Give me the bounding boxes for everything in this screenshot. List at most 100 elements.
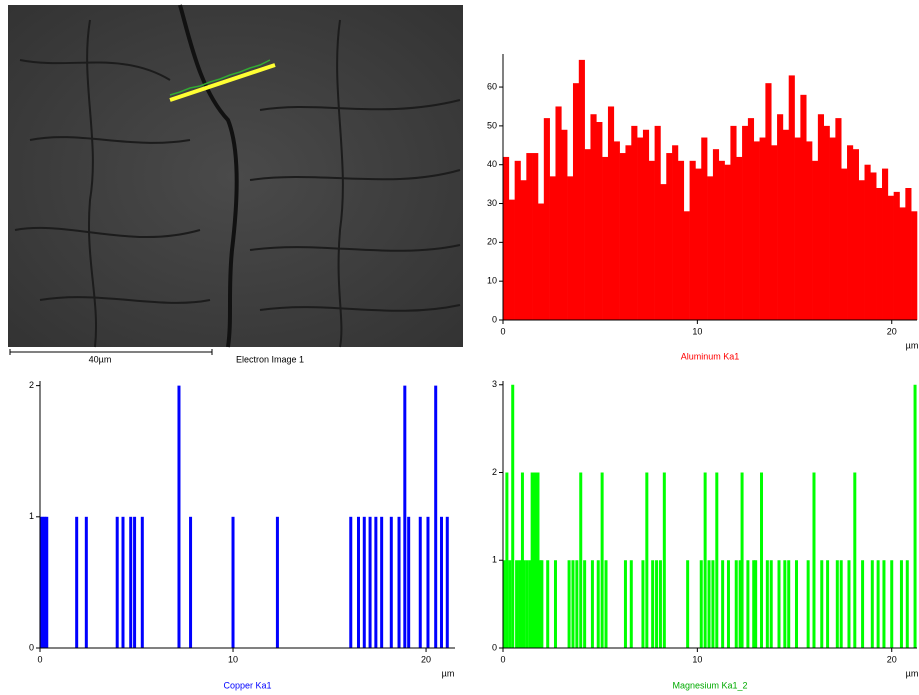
bar xyxy=(651,560,655,648)
x-tick-label: 10 xyxy=(228,654,238,664)
bar xyxy=(683,211,690,320)
bar xyxy=(502,560,506,648)
bar xyxy=(418,516,422,648)
bar xyxy=(642,129,650,320)
bar xyxy=(853,472,857,648)
bar xyxy=(760,472,764,648)
electron-image: 40µm Electron Image 1 xyxy=(8,4,463,364)
bar xyxy=(600,472,604,648)
bar xyxy=(508,199,515,320)
bar xyxy=(812,472,816,648)
bar xyxy=(782,129,790,320)
bar xyxy=(511,384,515,648)
bar xyxy=(876,188,883,320)
scale-label: 40µm xyxy=(89,354,112,364)
x-tick-label: 20 xyxy=(887,654,897,664)
bar xyxy=(777,560,781,648)
y-tick-label: 40 xyxy=(487,159,497,169)
bar xyxy=(528,560,532,648)
bar xyxy=(505,472,509,648)
bar xyxy=(503,156,510,320)
bar xyxy=(121,516,125,648)
bar xyxy=(596,122,603,320)
bar xyxy=(753,141,760,320)
bar xyxy=(695,168,702,320)
bar xyxy=(84,516,88,648)
y-tick-label: 10 xyxy=(487,276,497,286)
bar xyxy=(655,560,659,648)
bar xyxy=(905,560,909,648)
bar xyxy=(658,560,662,648)
bar xyxy=(771,145,778,320)
bar xyxy=(724,164,731,320)
bar xyxy=(718,160,725,320)
bar xyxy=(538,560,542,648)
y-tick-label: 0 xyxy=(492,314,497,324)
bar xyxy=(641,560,645,648)
bar xyxy=(572,83,580,320)
x-axis-label: µm xyxy=(906,668,919,678)
x-tick-label: 20 xyxy=(887,326,897,336)
bar xyxy=(794,560,798,648)
bar xyxy=(41,516,45,648)
scan-trace xyxy=(169,59,271,96)
bar xyxy=(887,195,894,320)
y-tick-label: 0 xyxy=(29,642,34,652)
y-tick-label: 1 xyxy=(492,555,497,565)
bar xyxy=(820,560,824,648)
bar xyxy=(530,472,534,648)
y-tick-label: 0 xyxy=(492,642,497,652)
bar xyxy=(864,164,871,320)
bar xyxy=(349,516,353,648)
bar xyxy=(893,191,900,320)
bar xyxy=(575,560,579,648)
bar xyxy=(362,516,366,648)
bar xyxy=(356,516,360,648)
bar xyxy=(711,560,715,648)
bar xyxy=(738,560,742,648)
bar xyxy=(604,560,608,648)
bar xyxy=(905,188,912,320)
x-tick-label: 20 xyxy=(421,654,431,664)
bar xyxy=(637,137,644,320)
x-tick-label: 0 xyxy=(500,326,505,336)
bar xyxy=(777,114,784,320)
bar xyxy=(839,560,843,648)
bar xyxy=(823,125,830,320)
bar xyxy=(231,516,235,648)
bar xyxy=(522,560,526,648)
chart-title: Magnesium Ka1_2 xyxy=(672,680,747,690)
bar xyxy=(561,129,568,320)
bar xyxy=(847,560,851,648)
bar xyxy=(439,516,443,648)
bar xyxy=(532,153,539,320)
bar xyxy=(619,153,626,320)
bar xyxy=(852,149,859,320)
bar xyxy=(890,560,894,648)
bar xyxy=(514,160,521,320)
bar xyxy=(275,516,279,648)
bar xyxy=(546,560,550,648)
bar xyxy=(537,203,545,320)
bar xyxy=(752,560,756,648)
bar xyxy=(553,560,557,648)
bar xyxy=(861,560,865,648)
bar xyxy=(759,137,766,320)
bar xyxy=(817,114,825,320)
bar xyxy=(769,560,773,648)
bar xyxy=(835,118,842,320)
bar xyxy=(397,516,401,648)
x-tick-label: 10 xyxy=(692,654,702,664)
bar xyxy=(403,385,407,648)
bar xyxy=(858,180,865,320)
bar xyxy=(648,160,655,320)
bar xyxy=(515,560,519,648)
bar xyxy=(765,560,769,648)
y-tick-label: 50 xyxy=(487,120,497,130)
bar xyxy=(602,156,609,320)
bar xyxy=(870,172,877,320)
bar xyxy=(666,153,673,320)
x-tick-label: 0 xyxy=(500,654,505,664)
chart-title: Aluminum Ka1 xyxy=(681,351,740,361)
bar xyxy=(829,137,836,320)
